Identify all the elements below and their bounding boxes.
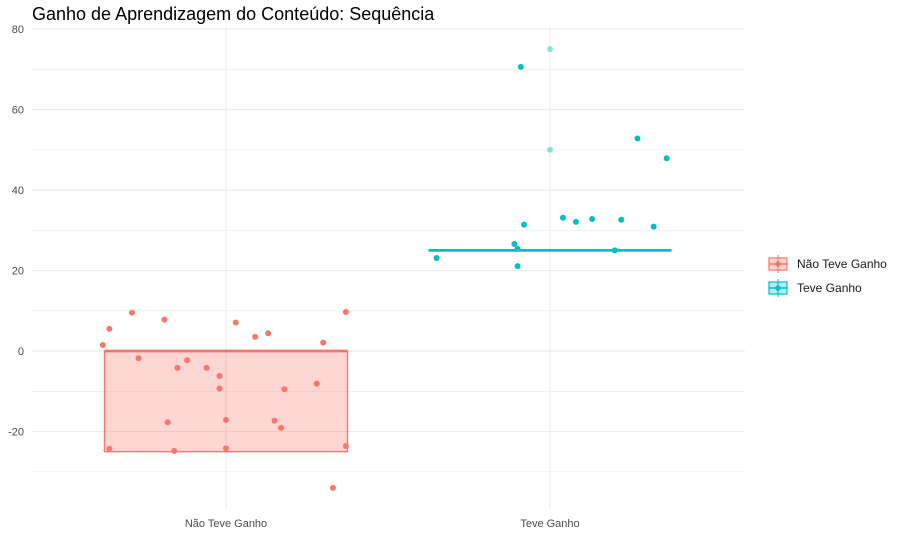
data-point [342, 308, 349, 315]
y-tick-label: 60 [12, 105, 24, 117]
data-point [320, 339, 327, 346]
data-point [611, 247, 618, 254]
data-point [313, 380, 320, 387]
data-point [278, 424, 285, 431]
data-point [106, 325, 113, 332]
data-point [161, 316, 168, 323]
data-point [663, 155, 670, 162]
legend-label: Teve Ganho [797, 281, 862, 295]
data-point [514, 245, 521, 252]
data-point [559, 214, 566, 221]
boxplots [103, 46, 672, 453]
data-point [223, 445, 229, 452]
data-point [184, 357, 191, 364]
data-point [171, 447, 178, 454]
legend-key-point [775, 285, 781, 291]
legend-item: Não Teve Ganho [768, 255, 887, 273]
y-tick-label: 0 [18, 346, 24, 358]
y-tick-label: 40 [12, 185, 24, 197]
legend-key-point [775, 261, 781, 267]
data-point [216, 372, 223, 379]
data-point [232, 319, 239, 326]
data-point [634, 135, 641, 142]
data-point [174, 364, 181, 371]
data-point [252, 333, 259, 340]
data-point [514, 263, 521, 270]
chart-title: Ganho de Aprendizagem do Conteúdo: Sequê… [32, 4, 435, 24]
data-point [281, 386, 288, 393]
data-point [203, 364, 210, 371]
box-rect [103, 350, 349, 453]
data-point [271, 417, 278, 424]
data-point [106, 445, 113, 452]
grid-lines [32, 27, 745, 508]
y-tick-label: 80 [12, 24, 24, 36]
data-point [135, 355, 142, 362]
x-tick-label: Não Teve Ganho [185, 518, 267, 530]
data-point [650, 223, 657, 230]
outlier-point [547, 146, 553, 153]
data-point [99, 341, 106, 348]
jitter-points [99, 63, 670, 491]
data-point [342, 443, 349, 450]
axes: -20 0 20 40 60 80 Não Teve Ganho Teve Ganho [8, 24, 580, 530]
x-tick-label: Teve Ganho [520, 518, 579, 530]
data-point [589, 215, 596, 222]
data-point [329, 484, 336, 491]
data-point [572, 218, 579, 225]
legend-item: Teve Ganho [768, 279, 862, 297]
legend: Não Teve Ganho Teve Ganho [768, 255, 887, 297]
data-point [216, 385, 223, 392]
data-point [265, 330, 272, 337]
y-tick-label: -20 [8, 427, 24, 439]
data-point [517, 63, 524, 70]
data-point [223, 416, 229, 423]
data-point [511, 240, 518, 247]
data-point [164, 419, 171, 426]
data-point [618, 216, 625, 223]
data-point [129, 309, 136, 316]
legend-label: Não Teve Ganho [797, 257, 887, 271]
outlier-point [547, 46, 553, 53]
data-point [433, 255, 440, 262]
y-tick-label: 20 [12, 266, 24, 278]
data-point [521, 221, 528, 228]
